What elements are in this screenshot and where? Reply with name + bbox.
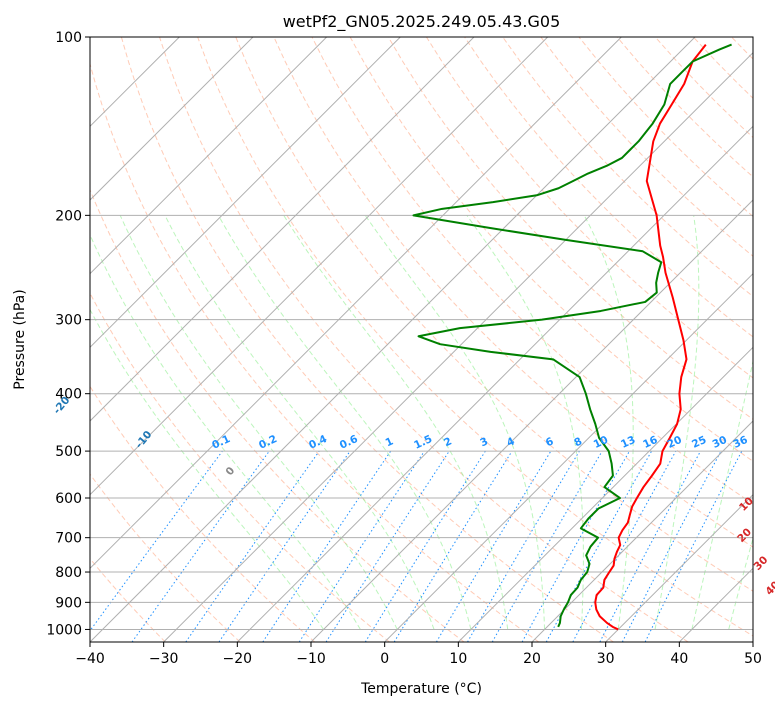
dry-adiabat [349,37,753,462]
dry-adiabat [90,62,540,642]
sounding-profiles [412,43,732,631]
x-tick-label: 20 [523,651,541,667]
dry-adiabat [273,37,753,548]
y-tick-label: 200 [55,208,82,224]
y-tick-label: 400 [55,387,82,403]
plot-frame [89,36,754,643]
mixing-ratio-line [644,450,743,642]
y-tick-label: 800 [55,565,82,581]
y-tick-label: 600 [55,491,82,507]
isotherm [90,37,696,642]
isotherm [531,420,753,642]
y-tick-label: 1000 [46,622,82,638]
mixing-ratio-label: 3 [478,435,490,449]
dry-adiabat [90,557,166,642]
y-tick-label: 300 [55,313,82,329]
isotherm [90,37,475,422]
isotherm [90,37,401,349]
dewpoint-line [412,43,732,628]
x-tick-label: −30 [149,651,179,667]
moist-adiabat [119,215,398,630]
mixing-ratio-line [131,450,270,642]
mixing-ratio-line [185,450,320,642]
mixing-ratio-label: 4 [505,435,517,449]
mixing-ratio-label: 6 [544,435,556,449]
y-tick-label: 900 [55,595,82,611]
mixing-ratio-label: 36 [731,434,749,451]
mixing-ratio-line [325,450,450,642]
moist-adiabat [90,308,324,630]
dry-adiabat [197,37,753,637]
mixing-ratio-label: 16 [641,434,659,451]
x-tick-label: 50 [744,651,762,667]
moist-adiabat [217,215,472,630]
x-tick-label: 40 [670,651,688,667]
mixing-ratio-label: 8 [572,435,584,449]
mixing-ratio-label: 25 [690,434,708,451]
isotherm [90,37,254,201]
dry-adiabat [90,385,316,642]
chart-title: wetPf2_GN05.2025.249.05.43.G05 [283,12,561,32]
temperature-line [594,43,707,631]
dry-adiabat [120,37,614,642]
y-tick-label: 100 [55,30,82,46]
x-axis-label: Temperature (°C) [360,681,482,697]
dry-adiabat [425,37,753,379]
dry-adiabat [90,473,241,642]
isotherm [90,37,622,570]
dry-adiabat [235,37,753,592]
mixing-ratio-line [90,450,223,632]
x-tick-label: −40 [75,651,105,667]
isotherm [90,37,328,275]
isotherm [310,199,753,642]
dry-adiabat [159,37,689,642]
isotherm [457,346,753,642]
moist-adiabat-label: 40 [763,579,775,598]
y-tick-label: 700 [55,531,82,547]
x-tick-label: 30 [597,651,615,667]
isotherm [90,37,549,496]
mixing-ratio-label: 10 [592,434,610,451]
mixing-ratio-label: 20 [665,434,683,451]
dry-adiabat [90,292,390,642]
isotherm [236,125,753,642]
x-tick-label: 10 [449,651,467,667]
isotherm [605,493,753,642]
isotherm [384,272,753,642]
mixing-ratio-label: 2 [442,435,454,449]
mixing-ratio-line [298,450,425,642]
mixing-ratio-line [521,450,630,642]
y-axis-label: Pressure (hPa) [12,289,28,389]
isotherm [163,51,753,642]
y-tick-label: 500 [55,444,82,460]
mixing-ratio-label: 30 [711,434,729,451]
x-tick-label: −20 [223,651,253,667]
mixing-ratio-line [393,450,513,642]
dry-adiabat [90,188,465,642]
x-tick-label: 0 [380,651,389,667]
mixing-ratio-line [218,450,351,642]
mixing-ratio-label: 13 [619,434,637,451]
mixing-ratio-line [262,450,392,642]
mixing-ratio-label: 1 [384,435,396,449]
x-tick-label: −10 [296,651,326,667]
dry-adiabat [464,37,753,338]
axes: −40 −30 −20 −10 0 10 20 30 40 50 100 200 300 400 500 60… [46,30,762,667]
